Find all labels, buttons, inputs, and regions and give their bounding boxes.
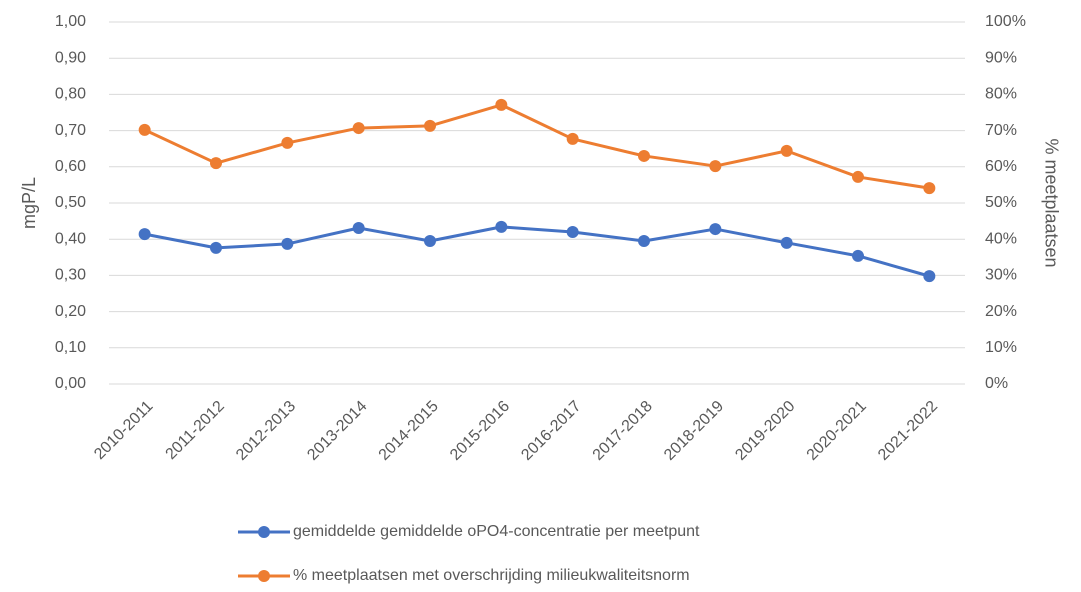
data-point: [281, 136, 294, 149]
y2-tick-label: 40%: [985, 230, 1017, 247]
data-point: [495, 98, 508, 111]
y-tick-label: 0,20: [55, 303, 86, 320]
y2-tick-label: 50%: [985, 194, 1017, 211]
data-point: [138, 228, 151, 241]
y2-tick-label: 60%: [985, 158, 1017, 175]
y2-axis-title: % meetplaatsen: [1041, 138, 1061, 267]
y2-tick-label: 30%: [985, 267, 1017, 284]
data-point: [852, 249, 864, 262]
y-tick-label: 0,40: [55, 230, 86, 247]
data-point: [281, 237, 294, 250]
series-line: [144, 103, 930, 190]
data-point: [352, 221, 365, 234]
data-point: [638, 149, 650, 162]
data-point: [138, 123, 151, 136]
legend-label: % meetplaatsen met overschrijding milieu…: [293, 567, 690, 584]
data-point: [638, 235, 650, 248]
x-tick-label: 2021-2022: [875, 398, 941, 464]
data-point: [424, 235, 436, 248]
y2-tick-label: 90%: [985, 49, 1017, 66]
x-tick-label: 2013-2014: [304, 398, 370, 464]
data-point: [852, 170, 864, 183]
x-tick-label: 2019-2020: [732, 398, 798, 464]
x-tick-label: 2016-2017: [518, 398, 584, 464]
legend-label: gemiddelde gemiddelde oPO4-concentratie …: [293, 523, 700, 540]
data-point: [495, 220, 508, 233]
data-point: [923, 270, 936, 283]
data-point: [352, 122, 365, 135]
data-point: [210, 157, 222, 170]
y-tick-label: 1,00: [55, 13, 86, 30]
data-point: [566, 132, 579, 145]
series-line: [144, 225, 930, 278]
data-point: [709, 223, 722, 236]
y2-tick-label: 80%: [985, 86, 1017, 103]
x-tick-label: 2014-2015: [376, 398, 442, 464]
legend-marker: [258, 570, 270, 582]
x-tick-label: 2015-2016: [447, 398, 513, 464]
y-tick-label: 0,90: [55, 49, 86, 66]
x-tick-label: 2012-2013: [233, 398, 299, 464]
x-tick-label: 2018-2019: [661, 398, 727, 464]
data-point: [780, 144, 793, 157]
data-point: [780, 236, 793, 249]
y2-tick-label: 20%: [985, 303, 1017, 320]
data-point: [709, 160, 722, 173]
y-tick-label: 0,80: [55, 86, 86, 103]
legend-marker: [258, 526, 270, 538]
y-tick-label: 0,10: [55, 339, 86, 356]
y2-tick-label: 100%: [985, 13, 1026, 30]
data-point: [424, 119, 436, 132]
y2-tick-label: 70%: [985, 122, 1017, 139]
x-tick-label: 2010-2011: [91, 398, 156, 463]
y2-tick-label: 10%: [985, 339, 1017, 356]
y-tick-label: 0,30: [55, 267, 86, 284]
x-tick-label: 2011-2012: [163, 398, 228, 463]
y-axis-title: mgP/L: [19, 177, 39, 229]
data-point: [566, 225, 579, 238]
y-tick-label: 0,50: [55, 194, 86, 211]
y-tick-label: 0,70: [55, 122, 86, 139]
y2-tick-label: 0%: [985, 375, 1008, 392]
y-tick-label: 0,00: [55, 375, 86, 392]
data-point: [210, 241, 222, 254]
y-tick-label: 0,60: [55, 158, 86, 175]
x-tick-label: 2020-2021: [804, 398, 870, 464]
data-point: [923, 182, 936, 195]
x-tick-label: 2017-2018: [590, 398, 656, 464]
